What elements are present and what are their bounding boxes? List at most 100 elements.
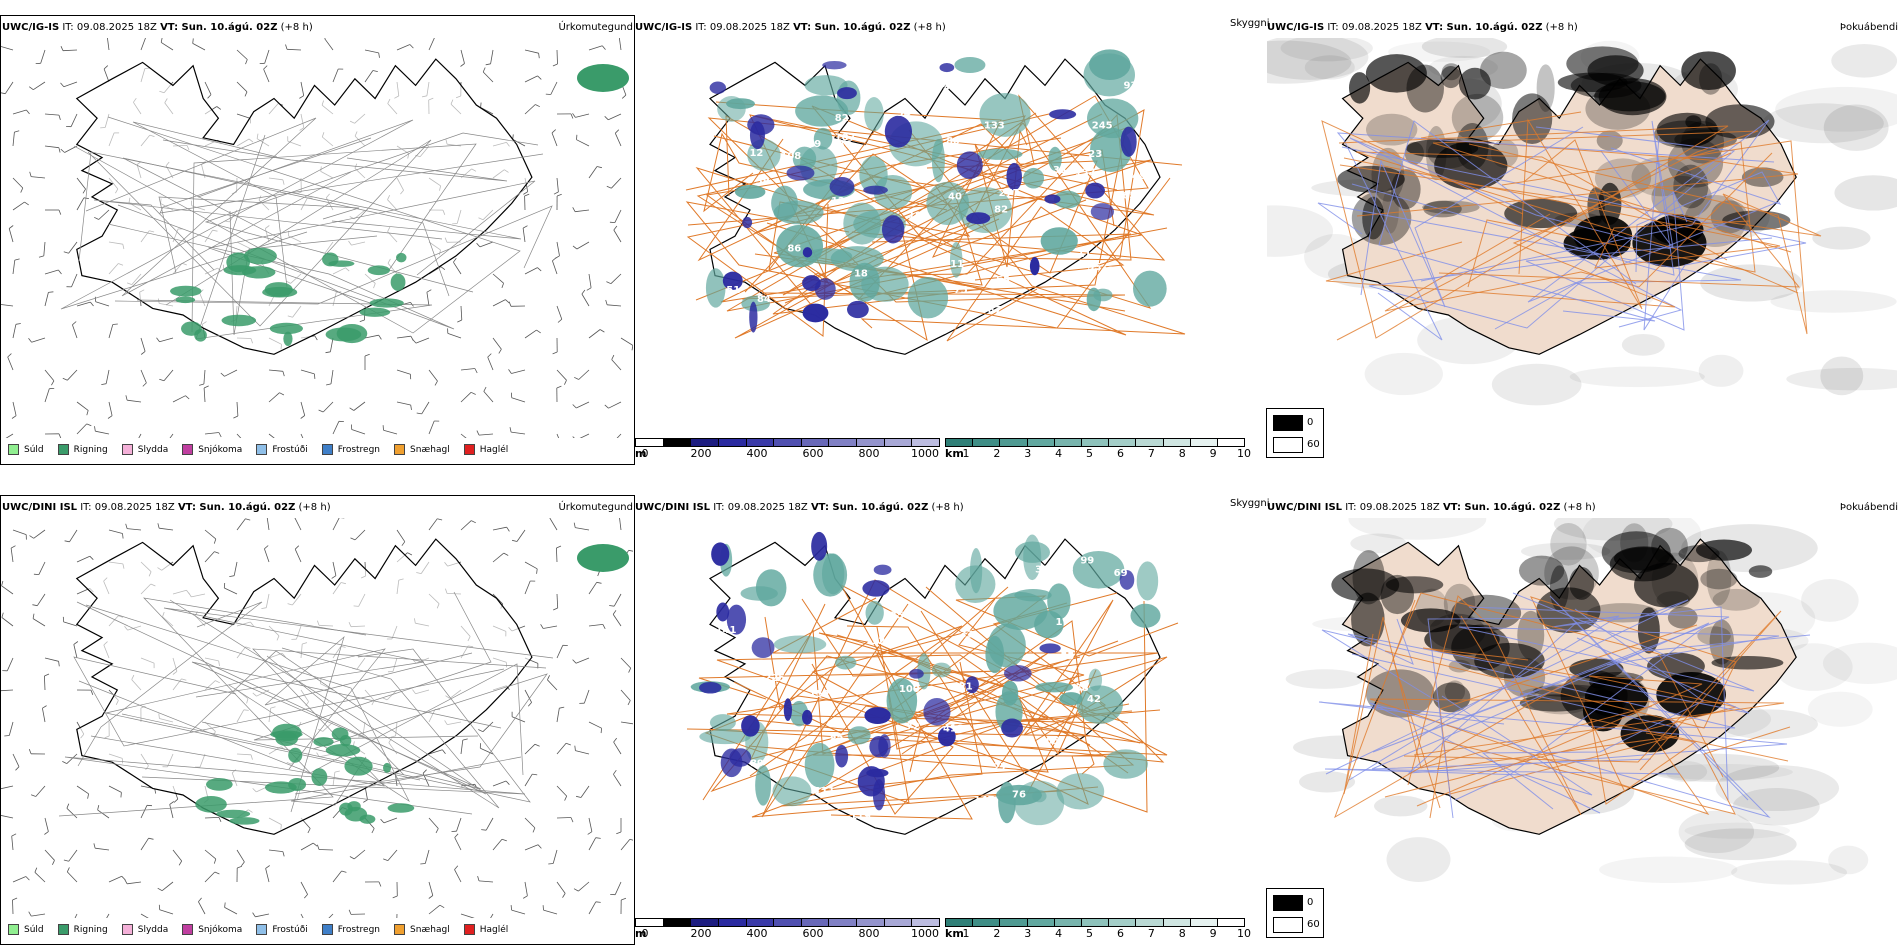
- wind-barb: [108, 785, 122, 793]
- wind-barb: [547, 679, 558, 691]
- precip-variable-top: Úrkomutegund: [558, 22, 633, 33]
- wind-barb: [620, 721, 633, 725]
- wind-barb: [12, 177, 24, 189]
- colorbar-segment: [746, 919, 775, 926]
- wind-barb: [492, 299, 506, 307]
- visibility-area: [734, 184, 766, 199]
- cloud-base-area: [742, 216, 753, 229]
- wind-barb: [328, 913, 334, 918]
- wind-barb: [264, 49, 270, 64]
- fog-index-blob: [1596, 130, 1623, 151]
- fog-field-blob: [1520, 542, 1611, 560]
- river-line: [1317, 202, 1742, 330]
- cloud-base-area: [923, 697, 951, 726]
- colorbar-segment: [884, 439, 913, 446]
- wind-barb-flag: [551, 129, 556, 134]
- road-line: [60, 119, 414, 310]
- wind-barb-flag: [60, 148, 65, 153]
- wind-barb: [613, 774, 622, 787]
- road-line: [132, 121, 288, 288]
- fog-field-blob: [1621, 333, 1665, 356]
- wind-barb: [7, 356, 14, 371]
- wind-barb: [492, 780, 507, 787]
- wind-barb-flag: [224, 902, 226, 908]
- wind-barb: [268, 433, 275, 438]
- wind-barb: [482, 721, 494, 732]
- wind-barb-flag: [573, 888, 579, 892]
- wind-barb-flag: [503, 552, 509, 556]
- wind-barb-flag: [510, 905, 512, 911]
- wind-barb: [1, 46, 14, 51]
- colorbar-segment: [973, 919, 1001, 926]
- precip-legend-swatch: [463, 924, 475, 935]
- wind-barb: [588, 901, 597, 915]
- wind-barb-flag: [392, 895, 398, 899]
- colorbar-segment: [829, 439, 858, 446]
- cloud-base-label: 88: [1060, 566, 1074, 577]
- wind-barb: [108, 324, 114, 339]
- cloud-title-bottom: UWC/DINI ISL IT: 09.08.2025 18Z VT: Sun.…: [635, 502, 964, 513]
- rain-area: [195, 796, 227, 813]
- cloud-base-label: 72: [906, 722, 920, 733]
- wind-barb-flag: [28, 911, 32, 917]
- wind-barb: [192, 43, 206, 51]
- fog-index-blob: [1656, 672, 1726, 717]
- wind-barb-flag: [572, 436, 575, 438]
- cloud-base-area: [1039, 643, 1061, 654]
- wind-barb-flag: [572, 659, 577, 664]
- wind-barb: [73, 644, 78, 659]
- fog-legend-low-swatch: [1273, 415, 1303, 431]
- river-line: [1349, 137, 1683, 328]
- wind-barb: [364, 70, 374, 83]
- wind-barb-flag: [341, 870, 347, 873]
- colorbar-segment: [973, 439, 1001, 446]
- rain-area: [243, 247, 277, 265]
- fog-legend-low-label: 0: [1307, 417, 1314, 428]
- fog-map-bottom: [1285, 518, 1897, 885]
- wind-barb-flag: [422, 769, 427, 774]
- wind-barb-flag: [524, 193, 530, 197]
- visibility-area: [1076, 685, 1123, 724]
- wind-barb-flag: [15, 766, 20, 771]
- wind-barb-flag: [565, 742, 571, 746]
- wind-barb: [428, 749, 443, 755]
- wind-barb-flag: [454, 833, 459, 838]
- wind-barb: [478, 433, 494, 436]
- wind-barb-flag: [60, 82, 65, 87]
- wind-barb-flag: [233, 415, 239, 419]
- wind-barb: [12, 260, 16, 275]
- fog-legend-top: 0 60: [1266, 408, 1324, 458]
- visibility-area: [705, 268, 726, 308]
- river-line: [1525, 190, 1773, 331]
- precip-legend-swatch: [121, 444, 133, 455]
- wind-barb: [460, 368, 475, 371]
- wind-barb-flag: [505, 780, 510, 785]
- wind-barb: [524, 881, 528, 896]
- wind-barb: [31, 337, 46, 343]
- wind-barb-flag: [595, 837, 601, 839]
- visibility-area: [847, 726, 871, 745]
- visibility-area: [755, 765, 772, 806]
- wind-barb: [620, 337, 633, 346]
- cloud-base-label: 147: [974, 795, 995, 806]
- wind-barb: [204, 551, 215, 563]
- wind-barb-flag: [442, 749, 446, 754]
- cloud-base-label: 12: [749, 148, 763, 159]
- colorbar-segment: [1027, 919, 1055, 926]
- wind-barb: [396, 369, 411, 375]
- wind-barb-flag: [62, 377, 68, 381]
- wind-barb: [97, 809, 110, 819]
- rain-area: [283, 331, 293, 346]
- colorbar-segment: [1109, 439, 1137, 446]
- colorbar-tick: 6: [1116, 447, 1124, 460]
- wind-barb-flag: [90, 689, 94, 695]
- colorbar-segment: [1109, 919, 1137, 926]
- rain-area: [264, 282, 293, 297]
- river-line: [1360, 126, 1584, 308]
- cloud-base-area: [1085, 182, 1105, 199]
- colorbar-tick: 7: [1147, 927, 1155, 940]
- wind-barb: [511, 369, 526, 374]
- fog-field-blob: [1801, 578, 1859, 622]
- wind-barb-flag: [613, 225, 618, 231]
- wind-barb: [76, 555, 90, 563]
